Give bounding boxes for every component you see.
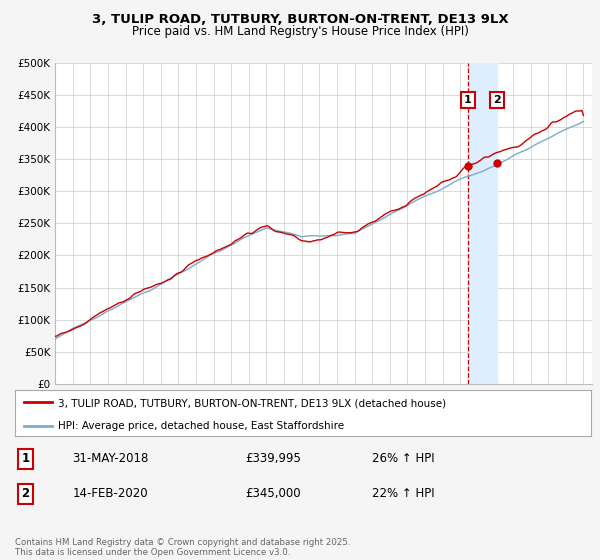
Text: 22% ↑ HPI: 22% ↑ HPI — [372, 487, 435, 501]
Text: 26% ↑ HPI: 26% ↑ HPI — [372, 452, 435, 465]
Text: 2: 2 — [22, 487, 29, 501]
Text: Price paid vs. HM Land Registry's House Price Index (HPI): Price paid vs. HM Land Registry's House … — [131, 25, 469, 38]
Text: 1: 1 — [22, 452, 29, 465]
Text: Contains HM Land Registry data © Crown copyright and database right 2025.
This d: Contains HM Land Registry data © Crown c… — [15, 538, 350, 557]
Text: 31-MAY-2018: 31-MAY-2018 — [73, 452, 149, 465]
Text: 14-FEB-2020: 14-FEB-2020 — [73, 487, 148, 501]
Bar — [467, 63, 497, 384]
Text: 3, TULIP ROAD, TUTBURY, BURTON-ON-TRENT, DE13 9LX (detached house): 3, TULIP ROAD, TUTBURY, BURTON-ON-TRENT,… — [58, 398, 446, 408]
Text: £345,000: £345,000 — [245, 487, 301, 501]
Text: HPI: Average price, detached house, East Staffordshire: HPI: Average price, detached house, East… — [58, 422, 344, 432]
Text: 1: 1 — [464, 95, 472, 105]
Text: £339,995: £339,995 — [245, 452, 301, 465]
Text: 2: 2 — [494, 95, 502, 105]
Text: 3, TULIP ROAD, TUTBURY, BURTON-ON-TRENT, DE13 9LX: 3, TULIP ROAD, TUTBURY, BURTON-ON-TRENT,… — [92, 13, 508, 26]
